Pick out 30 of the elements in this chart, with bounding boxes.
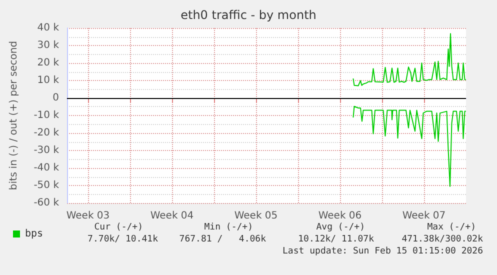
text: 10.12k/ 11.07k: [298, 234, 375, 244]
x-tick-label: Week 04: [150, 210, 194, 222]
y-axis-title: bits in (-) / out (+) per second: [8, 40, 20, 190]
y-tick-label: -20 k: [34, 128, 60, 138]
legend-label: bps: [25, 228, 44, 240]
x-tick-label: Week 06: [318, 210, 362, 222]
y-tick-label: 30 k: [37, 40, 60, 51]
text: 767.81 / 4.06k: [179, 234, 267, 244]
line-series: [352, 106, 466, 187]
x-tick-label: Week 07: [402, 210, 446, 222]
text: Avg (-/+): [316, 222, 366, 232]
text: Last update: Sun Feb 15 01:15:00 2026: [282, 246, 483, 256]
chart-title: eth0 traffic - by month: [180, 8, 316, 22]
y-tick-label: 0: [52, 92, 59, 104]
y-tick-label: -50 k: [34, 180, 60, 191]
text: 471.38k/300.02k: [402, 234, 484, 244]
y-tick-label: 40 k: [37, 22, 60, 34]
y-tick-label: -40 k: [34, 162, 60, 174]
text: Max (-/+): [427, 222, 476, 232]
y-tick-label: -10 k: [34, 110, 60, 121]
y-tick-label: -30 k: [34, 145, 60, 156]
text: Min (-/+): [204, 222, 254, 232]
y-tick-label: -60 k: [34, 198, 60, 208]
y-tick-label: 20 k: [37, 58, 60, 68]
line-series: [352, 33, 466, 86]
text: 7.70k/ 10.41k: [88, 234, 159, 244]
x-tick-label: Week 03: [66, 210, 110, 222]
text: Cur (-/+): [94, 222, 144, 232]
x-tick-label: Week 05: [234, 210, 278, 222]
y-tick-label: 10 k: [37, 75, 60, 86]
